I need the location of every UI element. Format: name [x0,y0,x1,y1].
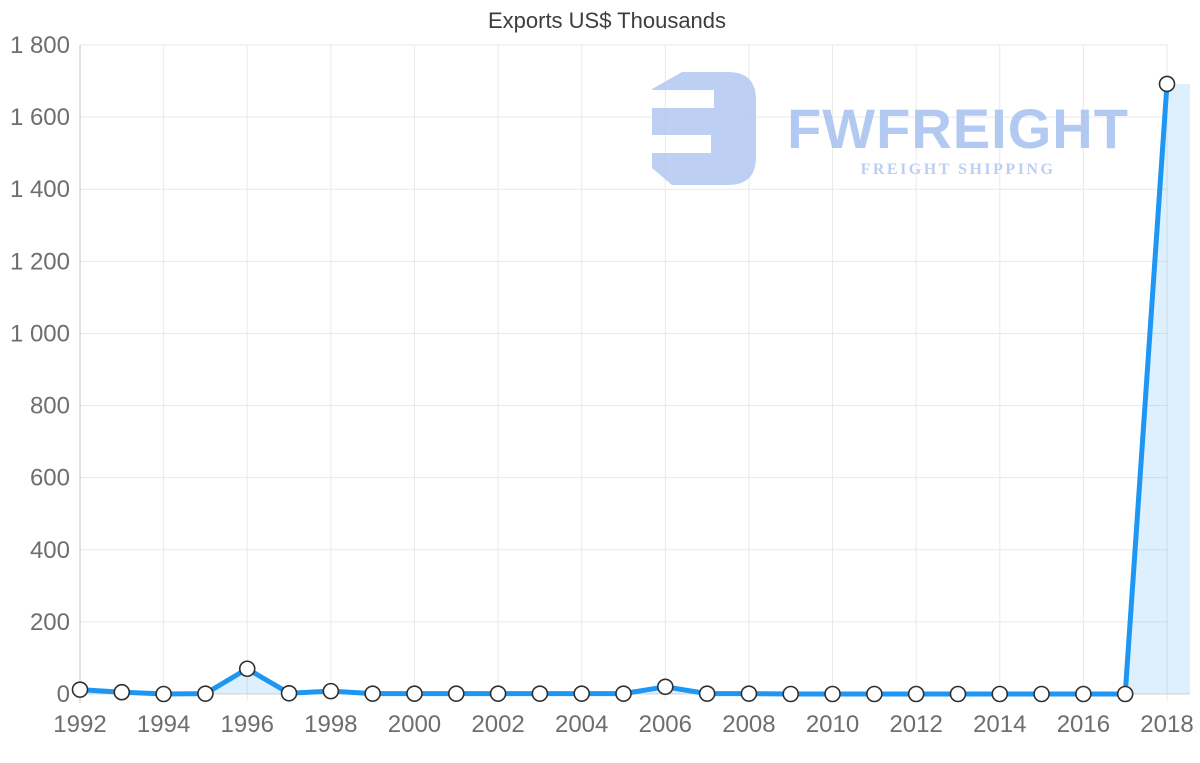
y-tick-label-1800: 1 800 [10,32,70,59]
y-tick-label-200: 200 [30,609,70,636]
y-tick-label-1400: 1 400 [10,176,70,203]
data-point-2014[interactable] [991,685,1009,703]
data-point-1993[interactable] [113,683,131,701]
fwfreight-tagline: FREIGHT SHIPPING [861,161,1056,178]
data-point-2010[interactable] [824,685,841,703]
data-point-2015[interactable] [1033,685,1050,703]
data-point-1995[interactable] [197,685,214,702]
x-tick-label-2008: 2008 [722,711,775,738]
data-point-1994[interactable] [155,685,172,703]
y-tick-label-1200: 1 200 [10,248,70,275]
fwfreight-wordmark: FWFREIGHT [787,97,1129,160]
data-point-2016[interactable] [1075,685,1092,703]
data-point-2008[interactable] [740,685,758,702]
fwfreight-logo-icon [652,72,756,185]
data-point-2005[interactable] [615,685,632,702]
data-point-2006[interactable] [657,678,674,696]
x-tick-label-1994: 1994 [137,711,190,738]
x-tick-label-2018: 2018 [1140,711,1193,738]
data-point-2011[interactable] [866,685,883,703]
data-point-2004[interactable] [573,685,590,702]
y-tick-label-0: 0 [57,681,70,708]
x-tick-label-2002: 2002 [471,711,524,738]
data-point-2012[interactable] [907,685,925,703]
data-point-2018[interactable] [1158,75,1176,93]
data-point-1992[interactable] [71,681,89,698]
y-tick-label-1600: 1 600 [10,104,70,131]
x-tick-label-1996: 1996 [221,711,274,738]
x-tick-label-2016: 2016 [1057,711,1110,738]
data-point-1998[interactable] [322,682,340,700]
x-tick-label-2012: 2012 [889,711,942,738]
data-point-1997[interactable] [280,684,298,702]
x-tick-label-1992: 1992 [53,711,106,738]
data-point-2017[interactable] [1116,685,1134,703]
data-point-2009[interactable] [782,685,800,703]
x-tick-label-2004: 2004 [555,711,608,738]
chart-title: Exports US$ Thousands [487,8,727,33]
x-tick-label-2010: 2010 [806,711,859,738]
x-tick-label-2006: 2006 [639,711,692,738]
data-point-1996[interactable] [238,660,256,678]
fwfreight-logo-watermark: FWFREIGHT FREIGHT SHIPPING [652,72,1129,185]
data-point-2003[interactable] [531,685,549,702]
x-tick-label-1998: 1998 [304,711,357,738]
data-point-2002[interactable] [489,685,507,702]
x-tick-label-2000: 2000 [388,711,441,738]
y-tick-label-600: 600 [30,465,70,492]
y-tick-label-800: 800 [30,393,70,420]
data-point-2007[interactable] [698,685,716,702]
exports-series [71,75,1190,703]
x-tick-label-2014: 2014 [973,711,1026,738]
y-tick-label-1000: 1 000 [10,320,70,347]
data-point-1999[interactable] [364,685,381,702]
y-tick-label-400: 400 [30,537,70,564]
data-point-2013[interactable] [949,685,967,703]
data-point-2001[interactable] [447,685,465,702]
data-point-2000[interactable] [406,685,423,702]
